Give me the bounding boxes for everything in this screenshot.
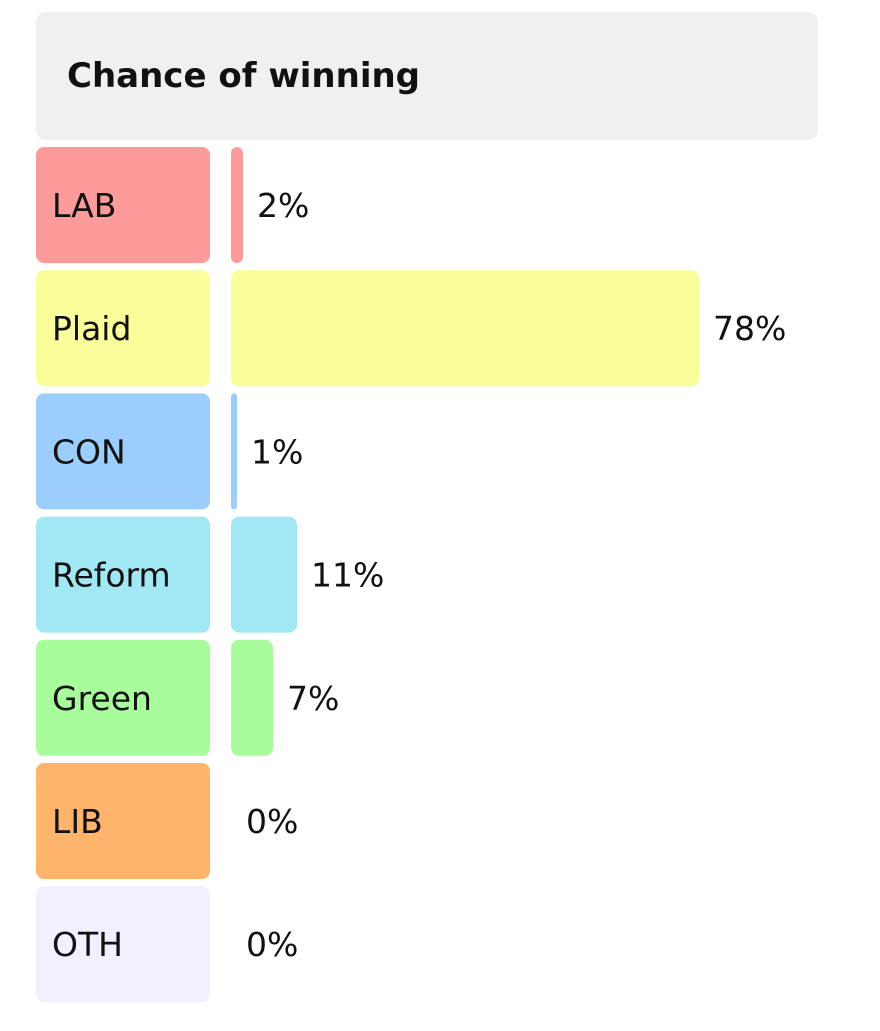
category-label-lib: LIB [52, 802, 103, 841]
bar-plaid [231, 270, 699, 387]
category-label-oth: OTH [52, 925, 123, 964]
category-box-green [36, 639, 210, 756]
category-box-con [36, 393, 210, 510]
category-box-lib [36, 763, 210, 879]
value-label-oth: 0% [246, 925, 298, 964]
chart-title: Chance of winning [67, 56, 421, 96]
chart-header: Chance of winning [36, 12, 818, 140]
value-label-reform: 11% [311, 556, 384, 595]
category-box-lab [36, 147, 210, 263]
category-label-plaid: Plaid [52, 309, 131, 348]
value-label-lib: 0% [246, 802, 298, 841]
bar-lab [231, 147, 243, 263]
category-label-lab: LAB [52, 186, 116, 225]
category-label-reform: Reform [52, 556, 171, 595]
value-label-con: 1% [251, 432, 303, 471]
value-label-green: 7% [287, 679, 339, 718]
category-label-con: CON [52, 432, 126, 471]
value-label-lab: 2% [257, 186, 309, 225]
value-label-plaid: 78% [713, 309, 786, 348]
category-box-plaid [36, 270, 210, 387]
bar-green [231, 639, 273, 756]
bar-reform [231, 516, 297, 633]
category-box-oth [36, 886, 210, 1003]
category-label-green: Green [52, 679, 152, 718]
bar-con [231, 393, 237, 510]
category-box-reform [36, 516, 210, 633]
